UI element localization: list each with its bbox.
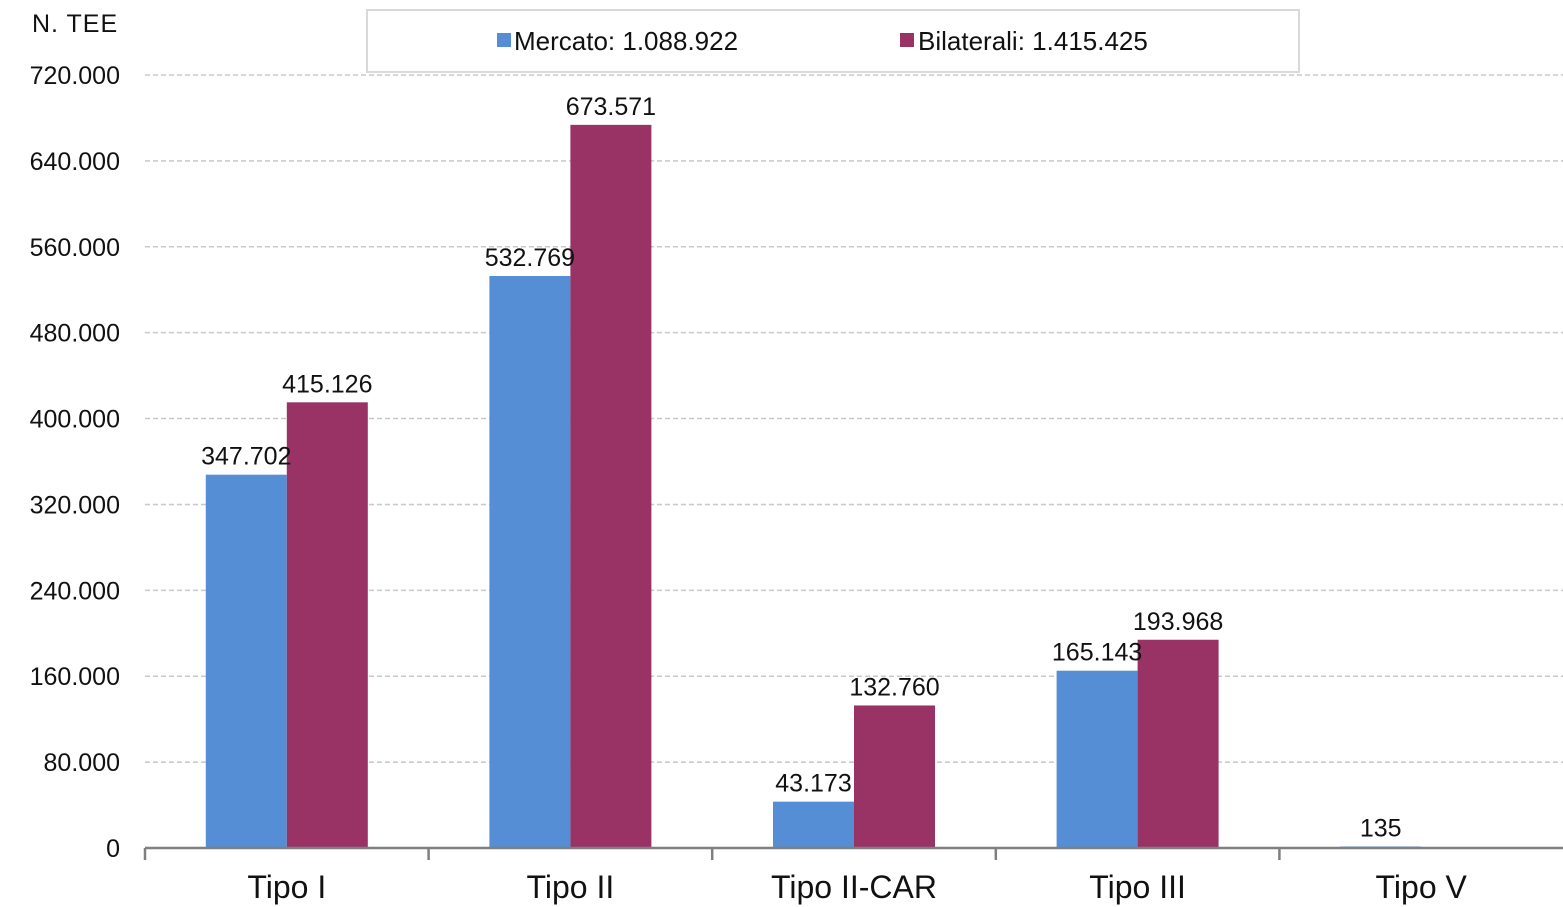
legend-label-mercato: Mercato: 1.088.922 xyxy=(514,26,738,56)
axes: 0 80.000 160.000 240.000 320.000 400.000 480.0… xyxy=(30,62,1563,905)
bar-bilaterali xyxy=(286,402,368,848)
data-label: 347.702 xyxy=(201,443,291,471)
x-tick-label: Tipo I xyxy=(247,869,326,905)
bar-bilaterali xyxy=(1137,639,1219,848)
data-label: 43.173 xyxy=(775,770,851,798)
y-tick-label: 0 xyxy=(106,835,120,863)
legend-box xyxy=(366,9,1300,73)
y-tick-label: 80.000 xyxy=(44,749,120,777)
bar-mercato xyxy=(205,474,287,848)
y-axis-unit-label: N. TEE xyxy=(32,10,118,38)
bar-bilaterali xyxy=(570,124,652,849)
gridlines xyxy=(145,74,1563,763)
legend-swatch-mercato xyxy=(497,33,511,47)
legend: Mercato: 1.088.922 Bilaterali: 1.415.425 xyxy=(366,9,1300,73)
x-tick-label: Tipo II xyxy=(527,869,615,905)
bar-mercato xyxy=(773,801,854,848)
data-labels: 347.702 415.126 532.769 673.571 43.173 132.76… xyxy=(201,93,1401,843)
x-tick-label: Tipo V xyxy=(1376,869,1468,905)
x-tick-label: Tipo III xyxy=(1089,869,1186,905)
legend-label-bilaterali: Bilaterali: 1.415.425 xyxy=(918,26,1148,56)
y-tick-label: 640.000 xyxy=(30,148,120,176)
bars xyxy=(205,124,1422,849)
y-tick-label: 320.000 xyxy=(30,491,120,519)
y-tick-label: 160.000 xyxy=(30,663,120,691)
y-tick-label: 480.000 xyxy=(30,320,120,348)
data-label: 532.769 xyxy=(485,244,575,272)
y-tick-label: 560.000 xyxy=(30,234,120,262)
x-tick-label: Tipo II-CAR xyxy=(771,869,937,905)
data-label: 673.571 xyxy=(566,93,656,121)
data-label: 415.126 xyxy=(282,370,372,398)
legend-swatch-bilaterali xyxy=(900,33,914,47)
y-tick-label: 240.000 xyxy=(30,577,120,605)
data-label: 135 xyxy=(1360,815,1402,843)
bar-bilaterali xyxy=(854,705,935,848)
y-tick-label: 400.000 xyxy=(30,406,120,434)
data-label: 132.760 xyxy=(849,673,939,701)
data-label: 165.143 xyxy=(1052,639,1142,667)
data-label: 193.968 xyxy=(1133,608,1223,636)
bar-mercato xyxy=(1056,670,1138,848)
y-tick-label: 720.000 xyxy=(30,62,120,90)
bar-mercato xyxy=(489,276,571,848)
